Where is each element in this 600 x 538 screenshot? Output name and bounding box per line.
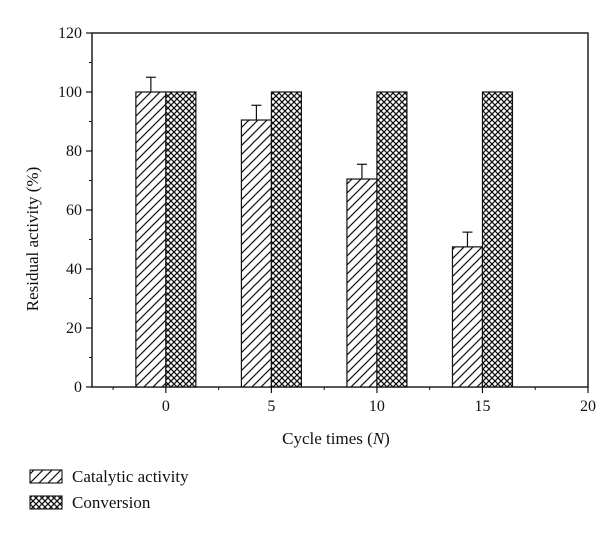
bar-catalytic-activity-15 — [451, 246, 484, 388]
bar-catalytic-activity-10 — [346, 178, 378, 388]
y-tick-label-100: 100 — [58, 84, 82, 101]
bar-catalytic-activity-5 — [240, 119, 273, 388]
x-tick-label-15: 15 — [474, 398, 490, 415]
bar-conversion-10 — [376, 91, 408, 388]
bars-layer — [135, 76, 514, 388]
legend-swatch-catalytic-activity — [29, 469, 63, 484]
y-tick-label-40: 40 — [66, 261, 82, 278]
legend: Catalytic activity Conversion — [29, 467, 189, 512]
x-tick-label-0: 0 — [162, 398, 170, 415]
x-tick-label-5: 5 — [267, 398, 275, 415]
x-tick-label-10: 10 — [369, 398, 385, 415]
y-tick-label-80: 80 — [66, 143, 82, 160]
x-axis-title: Cycle times (N) — [282, 429, 390, 448]
y-tick-label-120: 120 — [58, 25, 82, 42]
y-tick-label-20: 20 — [66, 320, 82, 337]
x-tick-label-20: 20 — [580, 398, 596, 415]
bar-conversion-0 — [165, 91, 197, 388]
bar-conversion-5 — [270, 91, 303, 388]
y-axis-title: Residual activity (%) — [23, 167, 42, 311]
bar-conversion-15 — [481, 91, 514, 388]
legend-label-conversion: Conversion — [72, 493, 151, 512]
bar-catalytic-activity-0 — [135, 91, 167, 388]
legend-label-catalytic-activity: Catalytic activity — [72, 467, 189, 486]
legend-swatch-conversion — [29, 495, 63, 510]
y-tick-label-60: 60 — [66, 202, 82, 219]
axes-layer: 0 20 40 60 80 100 120 0 5 10 15 20 — [58, 25, 596, 415]
y-tick-label-0: 0 — [74, 379, 82, 396]
